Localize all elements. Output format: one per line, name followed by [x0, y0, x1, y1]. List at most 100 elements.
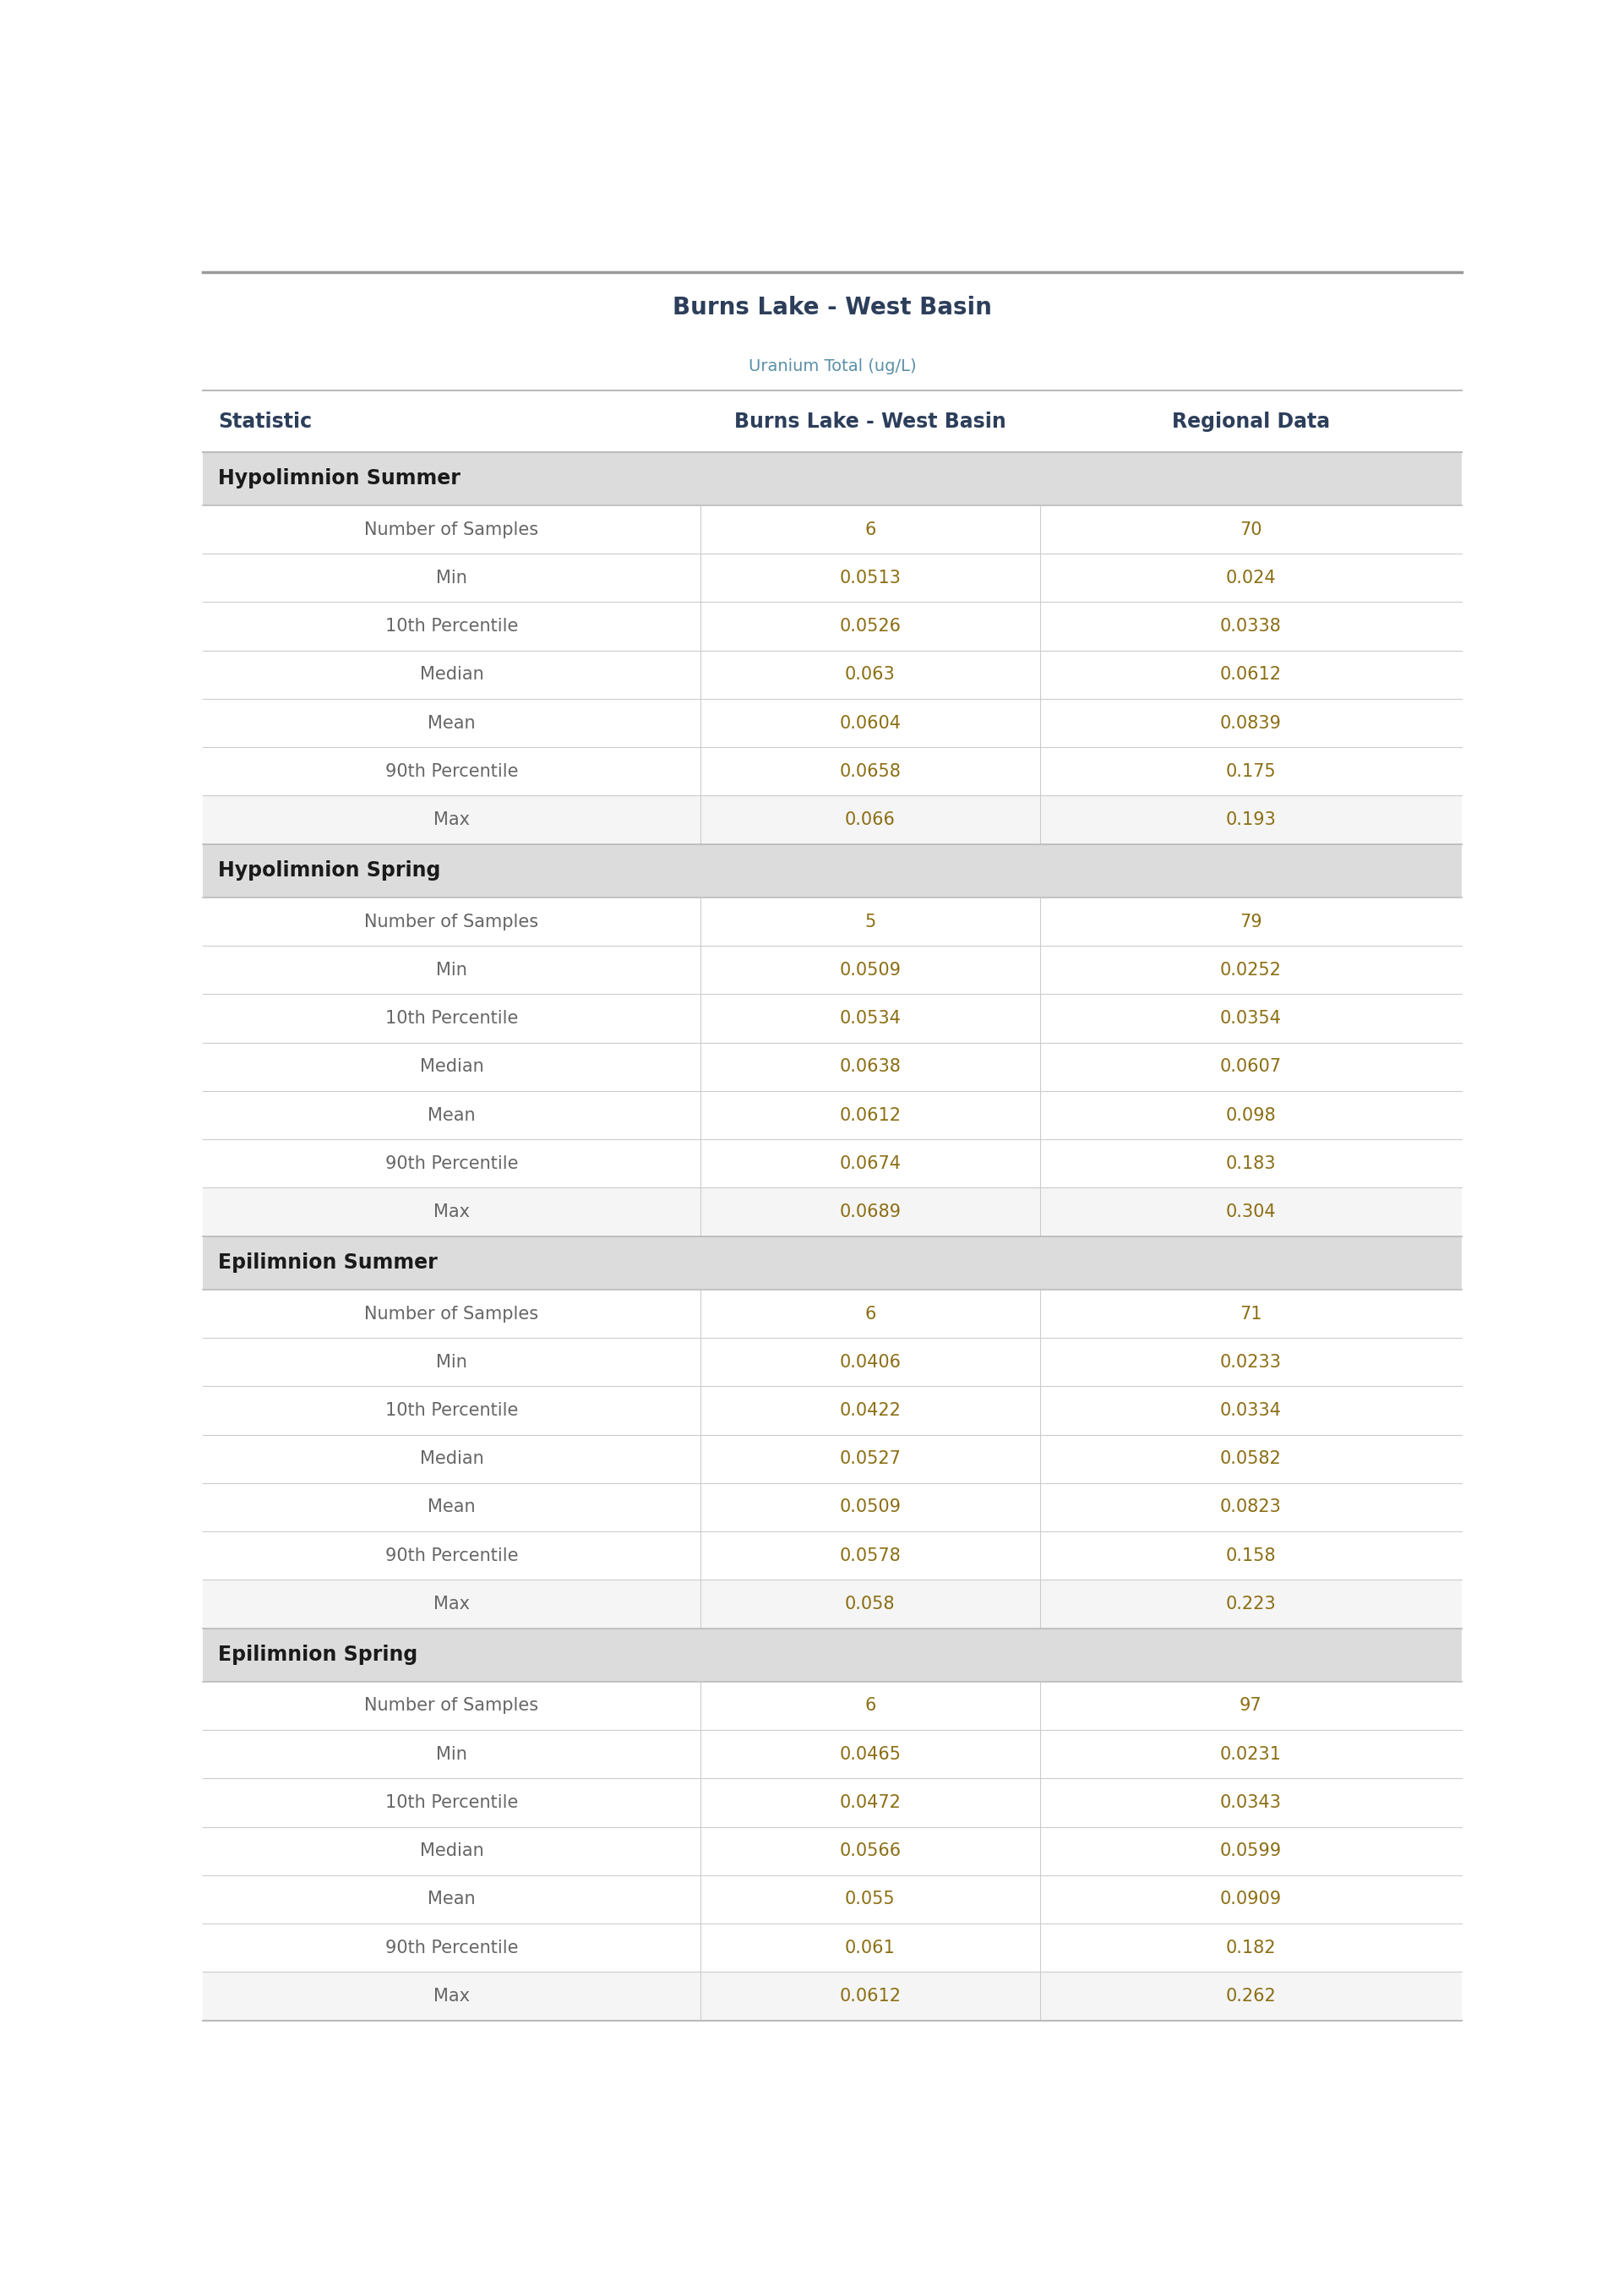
- Bar: [203, 1187, 1462, 1237]
- Bar: [203, 1337, 1462, 1387]
- Text: 0.0465: 0.0465: [840, 1746, 901, 1764]
- Bar: [203, 747, 1462, 794]
- Text: 97: 97: [1239, 1698, 1262, 1714]
- Text: 0.0338: 0.0338: [1220, 617, 1281, 636]
- Text: 0.0534: 0.0534: [840, 1010, 901, 1026]
- Text: 90th Percentile: 90th Percentile: [385, 1939, 518, 1957]
- Text: 0.0612: 0.0612: [1220, 665, 1281, 683]
- Text: 10th Percentile: 10th Percentile: [385, 617, 518, 636]
- Bar: [203, 1730, 1462, 1777]
- Bar: [203, 1580, 1462, 1628]
- Text: 0.0527: 0.0527: [840, 1451, 901, 1466]
- Text: 10th Percentile: 10th Percentile: [385, 1010, 518, 1026]
- Bar: [203, 1973, 1462, 2020]
- Text: 0.0607: 0.0607: [1220, 1058, 1281, 1076]
- Text: Median: Median: [419, 1058, 484, 1076]
- Bar: [203, 1827, 1462, 1875]
- Bar: [203, 844, 1462, 897]
- Text: Max: Max: [434, 1203, 469, 1221]
- Bar: [203, 554, 1462, 602]
- Text: Median: Median: [419, 665, 484, 683]
- Text: 0.0231: 0.0231: [1220, 1746, 1281, 1764]
- Text: 0.098: 0.098: [1226, 1108, 1276, 1124]
- Text: 0.193: 0.193: [1226, 810, 1276, 829]
- Bar: [203, 1092, 1462, 1140]
- Text: 0.055: 0.055: [844, 1891, 895, 1907]
- Text: 0.0252: 0.0252: [1220, 962, 1281, 978]
- Bar: [203, 1923, 1462, 1973]
- Bar: [203, 506, 1462, 554]
- Text: 0.0343: 0.0343: [1220, 1793, 1281, 1811]
- Text: 0.0526: 0.0526: [840, 617, 901, 636]
- Text: Max: Max: [434, 810, 469, 829]
- Text: 0.0422: 0.0422: [840, 1403, 901, 1419]
- Text: Statistic: Statistic: [218, 411, 312, 431]
- Text: Number of Samples: Number of Samples: [364, 1305, 539, 1321]
- Text: Min: Min: [435, 962, 468, 978]
- Text: 0.175: 0.175: [1226, 763, 1276, 781]
- Text: 70: 70: [1239, 522, 1262, 538]
- Bar: [203, 651, 1462, 699]
- Text: 0.183: 0.183: [1226, 1155, 1276, 1171]
- Text: 0.0689: 0.0689: [840, 1203, 901, 1221]
- Bar: [203, 897, 1462, 947]
- Bar: [203, 1628, 1462, 1682]
- Bar: [203, 794, 1462, 844]
- Text: 0.0233: 0.0233: [1220, 1353, 1281, 1371]
- Text: Hypolimnion Spring: Hypolimnion Spring: [218, 860, 440, 881]
- Text: Mean: Mean: [427, 1498, 476, 1516]
- Text: 6: 6: [864, 1305, 875, 1321]
- Text: Min: Min: [435, 1353, 468, 1371]
- Text: 0.0566: 0.0566: [840, 1843, 901, 1859]
- Text: Mean: Mean: [427, 1108, 476, 1124]
- Bar: [203, 1289, 1462, 1337]
- Text: Mean: Mean: [427, 715, 476, 731]
- Bar: [203, 1777, 1462, 1827]
- Text: Min: Min: [435, 570, 468, 586]
- Text: Min: Min: [435, 1746, 468, 1764]
- Text: 0.0658: 0.0658: [840, 763, 901, 781]
- Text: 0.0513: 0.0513: [840, 570, 901, 586]
- Text: Burns Lake - West Basin: Burns Lake - West Basin: [734, 411, 1005, 431]
- Text: Epilimnion Spring: Epilimnion Spring: [218, 1646, 417, 1666]
- Bar: [203, 1237, 1462, 1289]
- Bar: [203, 1482, 1462, 1532]
- Text: 0.066: 0.066: [844, 810, 895, 829]
- Bar: [203, 1532, 1462, 1580]
- Text: 0.0674: 0.0674: [840, 1155, 901, 1171]
- Text: 0.223: 0.223: [1226, 1596, 1276, 1612]
- Bar: [203, 994, 1462, 1042]
- Text: Median: Median: [419, 1843, 484, 1859]
- Bar: [203, 452, 1462, 506]
- Bar: [203, 1682, 1462, 1730]
- Text: 0.0638: 0.0638: [840, 1058, 901, 1076]
- Text: 10th Percentile: 10th Percentile: [385, 1403, 518, 1419]
- Text: 0.0909: 0.0909: [1220, 1891, 1281, 1907]
- Text: 6: 6: [864, 1698, 875, 1714]
- Bar: [203, 1140, 1462, 1187]
- Text: Number of Samples: Number of Samples: [364, 522, 539, 538]
- Bar: [203, 1435, 1462, 1482]
- Text: Uranium Total (ug/L): Uranium Total (ug/L): [749, 359, 916, 375]
- Text: Number of Samples: Number of Samples: [364, 913, 539, 931]
- Text: Epilimnion Summer: Epilimnion Summer: [218, 1253, 437, 1273]
- Text: 0.262: 0.262: [1226, 1989, 1276, 2004]
- Text: 0.0509: 0.0509: [840, 962, 901, 978]
- Text: Max: Max: [434, 1596, 469, 1612]
- Text: 0.182: 0.182: [1226, 1939, 1276, 1957]
- Text: 0.0582: 0.0582: [1220, 1451, 1281, 1466]
- Text: 0.0604: 0.0604: [840, 715, 901, 731]
- Text: Hypolimnion Summer: Hypolimnion Summer: [218, 468, 461, 488]
- Text: 0.058: 0.058: [844, 1596, 895, 1612]
- Text: 0.304: 0.304: [1226, 1203, 1276, 1221]
- Text: 0.0334: 0.0334: [1220, 1403, 1281, 1419]
- Text: 0.024: 0.024: [1226, 570, 1276, 586]
- Text: 0.158: 0.158: [1226, 1548, 1276, 1564]
- Bar: [203, 602, 1462, 651]
- Text: Max: Max: [434, 1989, 469, 2004]
- Text: Mean: Mean: [427, 1891, 476, 1907]
- Bar: [203, 1042, 1462, 1092]
- Text: 0.0406: 0.0406: [840, 1353, 901, 1371]
- Text: 0.061: 0.061: [844, 1939, 895, 1957]
- Bar: [203, 699, 1462, 747]
